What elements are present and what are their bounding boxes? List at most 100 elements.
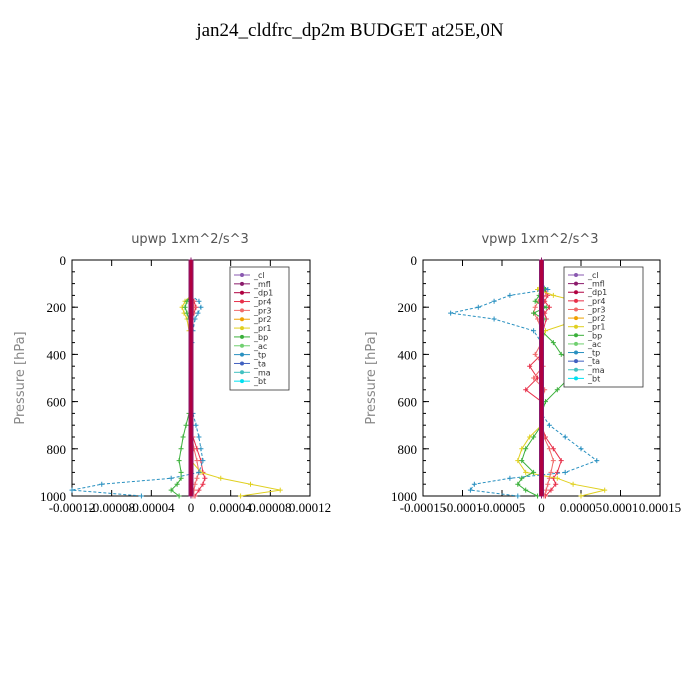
x-tick-label: -0.00012 xyxy=(49,500,96,515)
data-point xyxy=(196,469,202,475)
legend-marker xyxy=(574,298,578,303)
data-point xyxy=(531,434,537,440)
x-tick-label: 0.00015 xyxy=(639,500,681,515)
legend-marker xyxy=(240,361,244,366)
x-tick-label: -0.0001 xyxy=(442,500,482,515)
data-point xyxy=(467,487,473,493)
data-point xyxy=(195,310,201,316)
y-tick-label: 800 xyxy=(398,442,418,457)
legend-marker xyxy=(574,367,578,372)
data-point xyxy=(200,458,206,464)
legend-label: _pr1 xyxy=(253,324,271,333)
y-tick-label: 0 xyxy=(411,253,418,268)
legend-label: _pr3 xyxy=(253,306,271,315)
y-tick-label: 1000 xyxy=(391,489,417,504)
data-point xyxy=(194,475,200,481)
panel-title: upwp 1xm^2/s^3 xyxy=(131,232,249,247)
data-point xyxy=(198,304,204,310)
y-tick-label: 400 xyxy=(47,347,67,362)
data-point xyxy=(543,292,549,298)
legend-label: _bt xyxy=(253,377,266,386)
legend-marker xyxy=(574,281,578,286)
data-point xyxy=(178,446,184,452)
y-tick-label: 200 xyxy=(47,300,67,315)
data-point xyxy=(545,287,551,292)
data-point xyxy=(174,481,180,487)
series-line xyxy=(71,260,204,497)
data-point xyxy=(546,422,552,428)
legend-marker xyxy=(574,290,578,295)
data-point xyxy=(578,446,584,452)
legend-label: _ma xyxy=(587,366,605,375)
data-point xyxy=(554,469,560,475)
data-point xyxy=(531,328,537,334)
legend-label: _cl xyxy=(253,271,265,280)
data-point xyxy=(550,458,556,464)
data-point xyxy=(554,475,560,481)
data-point xyxy=(194,458,200,464)
legend-marker xyxy=(240,299,244,304)
y-tick-label: 0 xyxy=(60,253,67,268)
data-point xyxy=(545,481,551,487)
legend-marker xyxy=(240,370,244,375)
legend-label: _dp1 xyxy=(253,289,273,298)
data-point xyxy=(531,310,537,316)
data-point xyxy=(168,487,174,493)
data-point xyxy=(448,310,454,316)
legend-marker xyxy=(574,341,578,346)
legend-marker xyxy=(240,308,244,313)
x-tick-label: 0.00008 xyxy=(249,500,291,515)
data-point xyxy=(578,493,584,499)
y-tick-label: 200 xyxy=(398,300,418,315)
y-axis-label: Pressure [hPa] xyxy=(13,331,28,424)
x-tick-label: 0.00004 xyxy=(210,500,253,515)
data-point xyxy=(475,304,481,310)
legend-label: _pr4 xyxy=(587,297,605,306)
x-tick-label: -0.00008 xyxy=(88,500,135,515)
x-tick-label: 0.0001 xyxy=(603,500,639,515)
legend-label: _pr3 xyxy=(587,305,605,314)
data-point xyxy=(562,434,568,440)
data-point xyxy=(180,434,186,440)
data-point xyxy=(168,475,174,481)
data-point xyxy=(178,469,184,475)
legend-marker xyxy=(574,350,578,355)
data-point xyxy=(602,487,608,493)
data-point xyxy=(548,469,554,475)
legend-marker xyxy=(240,352,244,357)
legend-label: _ta xyxy=(253,359,266,368)
y-tick-label: 600 xyxy=(47,395,67,410)
chart-panel-2: vpwp 1xm^2/s^3 Pressure [hPa] 0 200 400 600 80… xyxy=(364,232,681,515)
data-point xyxy=(558,351,564,357)
data-point xyxy=(523,469,529,475)
y-tick-label: 400 xyxy=(398,347,418,362)
legend-label: _bp xyxy=(253,333,268,342)
legend-label: _dp1 xyxy=(587,288,607,297)
data-point xyxy=(178,475,184,481)
data-point xyxy=(248,481,253,487)
data-point xyxy=(519,475,525,481)
data-point xyxy=(531,469,537,475)
legend-marker xyxy=(240,379,244,384)
data-point xyxy=(523,487,529,493)
legend-label: _pr4 xyxy=(253,298,271,307)
legend: _cl_mfl_dp1_pr4_pr3_pr2_pr1_bp_ac_tp_ta_… xyxy=(563,266,644,388)
data-point xyxy=(196,434,202,440)
legend-label: _mfl xyxy=(587,280,605,289)
data-point xyxy=(99,481,105,487)
legend-marker xyxy=(574,307,578,312)
data-point xyxy=(532,351,538,357)
legend-marker xyxy=(240,343,244,348)
data-point xyxy=(238,493,244,499)
data-point xyxy=(277,487,283,493)
legend-marker xyxy=(240,273,244,277)
data-point xyxy=(491,298,497,304)
data-point xyxy=(176,458,182,464)
data-point xyxy=(548,487,554,493)
legend-label: _cl xyxy=(587,271,599,280)
data-point xyxy=(543,304,549,310)
legend-marker xyxy=(574,333,578,338)
x-tick-label: 0 xyxy=(538,500,545,515)
data-point xyxy=(182,304,188,310)
